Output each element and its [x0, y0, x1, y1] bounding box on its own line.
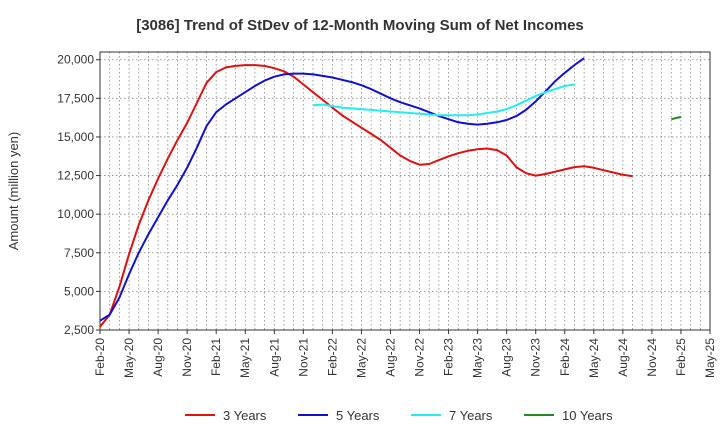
- grid-lines: [99, 52, 711, 331]
- y-tick-label: 7,500: [64, 246, 94, 260]
- legend-label-7-years: 7 Years: [449, 408, 493, 423]
- y-tick-label: 5,000: [64, 284, 94, 298]
- x-tick-label: Feb-24: [558, 338, 572, 376]
- y-tick-label: 2,500: [64, 323, 94, 337]
- x-tick-label: Nov-23: [529, 338, 543, 377]
- legend-label-3-years: 3 Years: [223, 408, 267, 423]
- x-tick-label: Nov-22: [413, 338, 427, 377]
- x-tick-label: Nov-24: [645, 338, 659, 377]
- series-lines: [99, 57, 682, 328]
- x-tick-label: May-21: [238, 338, 252, 378]
- y-axis-ticks: 2,500 5,000 7,500 10,000 12,500 15,000 17,500 2…: [57, 53, 100, 337]
- x-tick-label: Nov-21: [296, 338, 310, 377]
- x-tick-label: May-24: [587, 338, 601, 378]
- x-tick-label: Aug-23: [500, 338, 514, 377]
- x-tick-label: May-20: [122, 338, 136, 378]
- x-tick-label: Aug-20: [151, 338, 165, 377]
- x-tick-label: Feb-21: [209, 338, 223, 376]
- x-tick-label: Feb-23: [442, 338, 456, 376]
- x-tick-label: Aug-21: [267, 338, 281, 377]
- series-line-7-years: [312, 83, 575, 117]
- plot-area: [99, 51, 711, 331]
- legend: 3 Years 5 Years 7 Years 10 Years: [185, 408, 613, 423]
- y-tick-label: 10,000: [57, 207, 94, 221]
- x-tick-label: Feb-25: [674, 338, 688, 376]
- legend-label-10-years: 10 Years: [562, 408, 613, 423]
- series-line-5-years: [99, 57, 585, 322]
- x-tick-label: Feb-20: [93, 338, 107, 376]
- y-tick-label: 12,500: [57, 169, 94, 183]
- x-tick-label: Feb-22: [325, 338, 339, 376]
- x-tick-label: May-23: [471, 338, 485, 378]
- series-line-10-years: [671, 115, 682, 121]
- legend-label-5-years: 5 Years: [336, 408, 380, 423]
- x-tick-label: Aug-24: [616, 338, 630, 377]
- y-tick-label: 17,500: [57, 91, 94, 105]
- x-tick-label: Nov-20: [180, 338, 194, 377]
- x-tick-label: May-25: [703, 338, 717, 378]
- y-tick-label: 20,000: [57, 53, 94, 67]
- y-tick-label: 15,000: [57, 130, 94, 144]
- x-tick-label: Aug-22: [383, 338, 397, 377]
- chart-title: [3086] Trend of StDev of 12-Month Moving…: [136, 17, 584, 34]
- series-line-3-years: [99, 64, 633, 328]
- y-axis-label: Amount (million yen): [6, 132, 21, 251]
- x-axis-ticks: Feb-20 May-20 Aug-20 Nov-20 Feb-21 May-21 Aug-…: [93, 330, 717, 378]
- x-tick-label: May-22: [354, 338, 368, 378]
